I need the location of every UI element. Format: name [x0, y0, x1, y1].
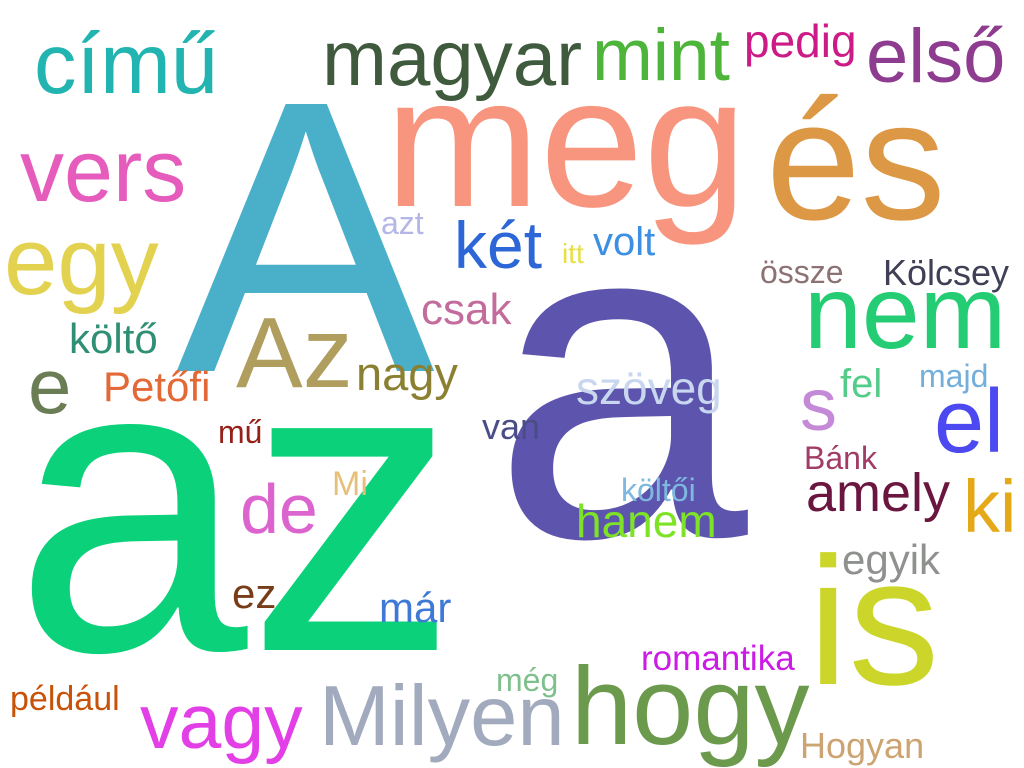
word-meg2: még [496, 662, 559, 698]
word-is: is [808, 519, 940, 723]
word-romantika: romantika [641, 639, 795, 678]
word-koltoi: költői [621, 472, 696, 508]
word-hanem: hanem [576, 495, 717, 547]
word-Bank: Bánk [804, 440, 877, 476]
word-elso: első [866, 14, 1006, 99]
word-amely: amely [806, 463, 951, 523]
word-azt: azt [381, 205, 424, 241]
word-mar: már [379, 584, 452, 631]
word-nagy: nagy [356, 347, 458, 400]
word-kolto: költő [69, 315, 158, 362]
word-el: el [934, 372, 1005, 472]
word-szoveg: szöveg [576, 362, 722, 414]
word-Mi: Mi [332, 465, 368, 503]
word-egy: egy [4, 208, 159, 315]
word-vagy: vagy [140, 679, 303, 765]
word-Hogyan: Hogyan [800, 725, 925, 766]
word-ket: két [454, 208, 543, 282]
word-egyik: egyik [842, 536, 941, 583]
word-az: az [14, 271, 458, 740]
word-ez: ez [232, 570, 277, 617]
word-Az: Az [236, 297, 353, 409]
word-vers: vers [20, 121, 187, 220]
word-mu: mű [218, 414, 263, 450]
word-csak: csak [421, 285, 512, 334]
word-s: s [800, 363, 837, 446]
word-ossze: össze [760, 254, 844, 290]
word-itt: itt [562, 238, 584, 269]
word-Petofi: Petőfi [103, 363, 211, 410]
word-ki: ki [963, 465, 1017, 548]
word-es: és [766, 66, 946, 256]
word-e: e [28, 342, 72, 430]
word-pedig: pedig [744, 15, 857, 67]
word-majd: majd [919, 358, 989, 394]
word-A: A [176, 21, 435, 454]
word-nem: nem [804, 255, 1007, 371]
word-meg: meg [385, 39, 747, 246]
word-mint: mint [592, 15, 730, 96]
word-Kolcsey: Kölcsey [883, 252, 1010, 293]
word-fel: fel [840, 362, 883, 406]
word-peldaul: például [10, 680, 120, 718]
word-volt: volt [593, 220, 656, 264]
word-de: de [240, 470, 318, 548]
word-hogy: hogy [571, 645, 810, 768]
word-Milyen: Milyen [319, 669, 565, 764]
word-a: a [492, 121, 748, 634]
word-van: van [482, 406, 541, 447]
word-cimu: című [34, 17, 219, 112]
word-magyar: magyar [322, 14, 583, 102]
